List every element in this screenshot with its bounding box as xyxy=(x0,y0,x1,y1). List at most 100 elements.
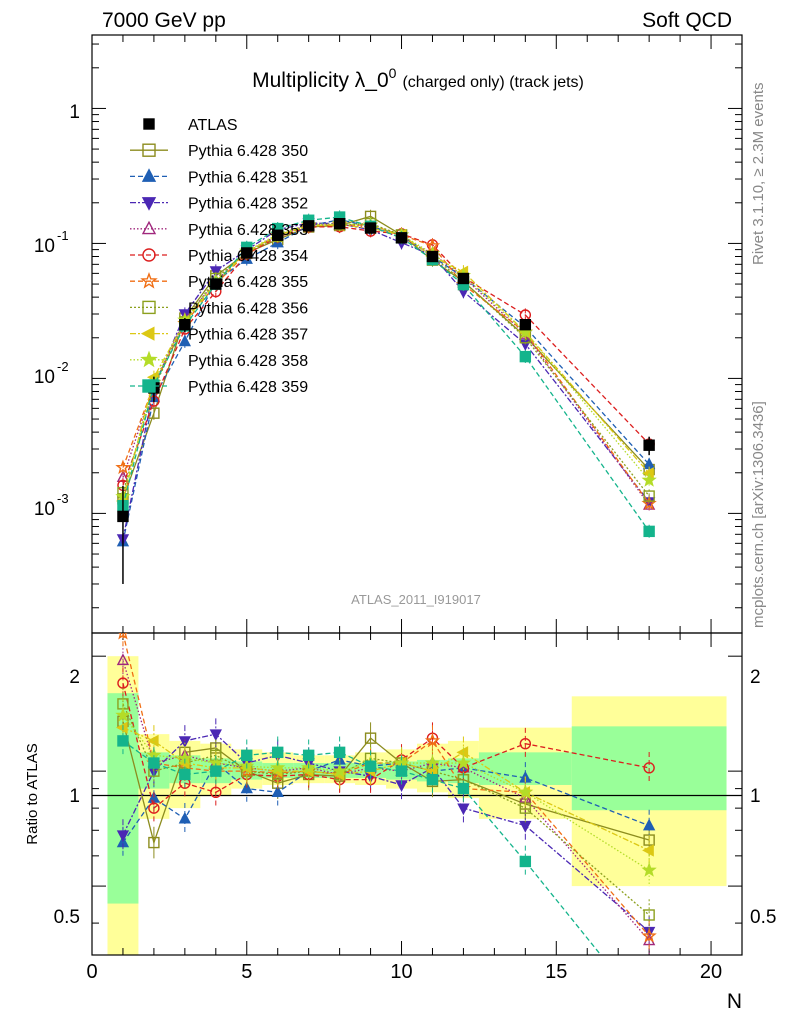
legend-entry-atlas: ATLAS xyxy=(143,117,238,134)
atlas-point xyxy=(519,318,532,331)
ratio-uncertainty-bands xyxy=(107,656,727,955)
ratio-point xyxy=(641,862,657,877)
legend-marker xyxy=(142,143,156,157)
ratio-point xyxy=(333,746,346,759)
ratio-point xyxy=(241,749,253,762)
ratio-point xyxy=(424,732,441,748)
legend-label: ATLAS xyxy=(188,117,238,134)
legend-label: Pythia 6.428 351 xyxy=(188,169,308,186)
atlas-point xyxy=(364,222,377,234)
ratio-series-line xyxy=(122,714,650,871)
ratio-point xyxy=(179,768,191,781)
legend-entry: Pythia 6.428 356 xyxy=(130,300,308,317)
ratio-point xyxy=(426,773,439,786)
header-right: Soft QCD xyxy=(642,9,732,32)
ratio-point xyxy=(331,763,348,778)
ratio-point xyxy=(148,802,160,814)
ratio-series-line xyxy=(122,733,650,933)
y-tick-exp: -2 xyxy=(57,359,69,374)
ratio-point xyxy=(642,844,654,857)
ratio-point xyxy=(270,759,286,775)
ratio-point xyxy=(178,736,192,748)
y-tick-label: 10 xyxy=(34,236,55,257)
ratio-point xyxy=(271,785,284,798)
ratio-point xyxy=(146,734,159,748)
series-line xyxy=(122,224,650,502)
x-tick-label: 10 xyxy=(390,961,412,983)
legend-entry: Pythia 6.428 357 xyxy=(130,326,308,344)
x-tick-labels: 0 5 10 15 20 xyxy=(86,961,722,983)
ratio-point xyxy=(210,765,222,777)
atlas-point xyxy=(457,272,470,285)
ratio-point xyxy=(210,786,222,799)
legend-marker xyxy=(141,197,157,211)
legend-marker xyxy=(140,271,158,289)
ratio-point xyxy=(517,784,533,799)
x-axis-label: N xyxy=(727,990,742,1013)
ratio-tick-label-right: 0.5 xyxy=(750,907,776,928)
ratio-point xyxy=(178,811,192,824)
x-tick-label: 0 xyxy=(86,961,97,983)
ratio-tick-label-left: 1 xyxy=(69,786,80,807)
legend-entry: Pythia 6.428 358 xyxy=(130,350,308,370)
ratio-point xyxy=(115,707,131,722)
atlas-point xyxy=(179,318,191,331)
ratio-point xyxy=(116,830,130,843)
legend-label: Pythia 6.428 359 xyxy=(188,379,308,396)
series-point xyxy=(519,350,532,363)
ratio-point xyxy=(641,928,657,943)
ratio-tick-labels: 0.5 1 2 0.5 1 2 xyxy=(54,667,777,928)
atlas-point xyxy=(241,247,253,259)
y-tick-exp: -1 xyxy=(57,228,69,243)
legend-marker xyxy=(141,168,157,182)
ratio-tick-label-left: 0.5 xyxy=(54,907,80,928)
ratio-point xyxy=(118,633,128,640)
legend-label: Pythia 6.428 353 xyxy=(188,222,308,239)
legend-label: Pythia 6.428 352 xyxy=(188,196,308,213)
x-tick-label: 5 xyxy=(241,961,252,983)
legend-label: Pythia 6.428 357 xyxy=(188,327,308,344)
ratio-tick-label-right: 1 xyxy=(750,786,761,807)
legend-marker xyxy=(140,350,158,368)
ratio-series-line xyxy=(122,682,650,810)
ratio-tick-label-left: 2 xyxy=(69,667,80,688)
legend-marker xyxy=(142,379,156,393)
legend-entry: Pythia 6.428 355 xyxy=(130,271,308,291)
legend-entry: Pythia 6.428 359 xyxy=(130,379,308,396)
ratio-point xyxy=(425,764,438,778)
series-point xyxy=(643,525,655,538)
ratio-tick-label-right: 2 xyxy=(750,667,761,688)
y-tick-exp: -3 xyxy=(57,491,69,506)
legend-label: Pythia 6.428 355 xyxy=(188,274,308,291)
ratio-point xyxy=(643,762,655,774)
ratio-point xyxy=(117,735,129,747)
ratio-point xyxy=(519,855,532,868)
legend-entry: Pythia 6.428 353 xyxy=(130,220,308,239)
side-label-mcplots: mcplots.cern.ch [arXiv:1306.3436] xyxy=(750,401,767,628)
atlas-point xyxy=(333,218,346,230)
ratio-point xyxy=(457,782,470,795)
y-tick-label: 1 xyxy=(69,102,80,123)
legend-marker xyxy=(143,118,155,130)
ratio-point xyxy=(115,721,128,734)
legend-marker xyxy=(141,220,157,235)
ratio-point xyxy=(644,1010,654,1020)
ratio-point xyxy=(456,746,469,759)
ratio-point xyxy=(519,820,532,833)
ratio-plot-frame xyxy=(91,632,743,956)
ratio-point xyxy=(209,729,222,742)
ratio-point xyxy=(643,909,655,921)
y-tick-label: 10 xyxy=(34,499,55,520)
main-series-layer xyxy=(115,209,657,584)
atlas-point xyxy=(117,510,129,523)
series-point xyxy=(115,459,131,475)
ratio-point xyxy=(148,757,160,769)
legend-marker xyxy=(142,248,156,262)
x-tick-label: 15 xyxy=(545,961,567,983)
legend-entry: Pythia 6.428 354 xyxy=(130,248,308,265)
side-label-rivet: Rivet 3.1.10, ≥ 2.3M events xyxy=(750,83,767,266)
ratio-point xyxy=(116,653,130,666)
ratio-point xyxy=(272,746,284,759)
legend-marker xyxy=(140,326,155,341)
ratio-point xyxy=(457,803,470,816)
